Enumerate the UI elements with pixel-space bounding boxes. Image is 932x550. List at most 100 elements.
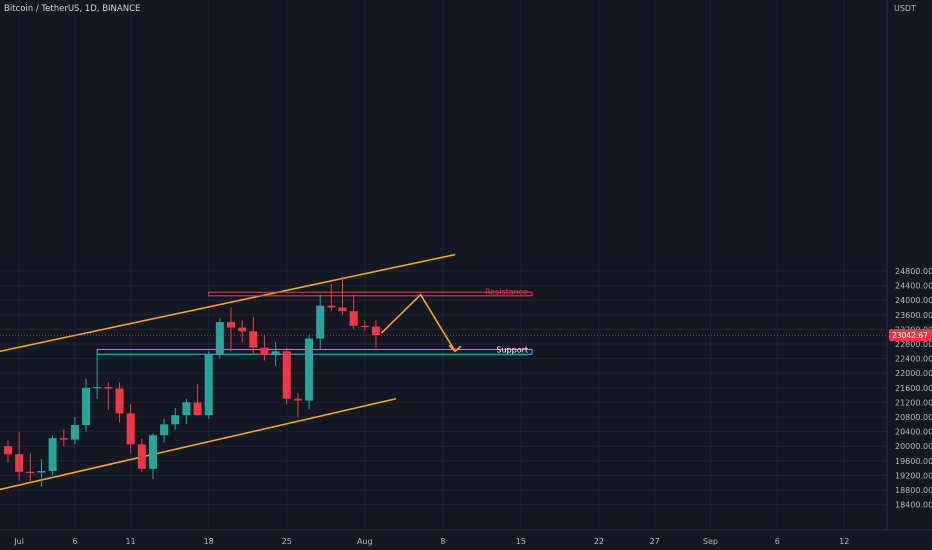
candle-body [37,471,46,473]
channel-lower-line[interactable] [0,397,397,498]
candle [227,307,235,352]
channel-upper-line[interactable] [0,253,456,359]
candle [137,438,146,472]
candle [171,407,180,430]
candle [349,294,358,330]
price-channel[interactable] [0,253,456,498]
candle-body [238,327,247,332]
candle [360,320,369,332]
candles [4,276,380,487]
projection-arrowhead [448,344,462,353]
price-tick-label: 21600.00 [895,384,932,393]
time-tick-label: 11 [126,537,136,546]
candle [305,334,314,410]
price-tick-label: 24800.00 [895,267,932,276]
candle [215,318,224,359]
price-tick-label: 24400.00 [895,282,932,291]
time-tick-label: 22 [594,537,604,546]
candle-body [215,322,224,355]
candle [26,453,35,483]
price-tick-label: 23600.00 [895,311,932,320]
candle [15,431,24,481]
support-zone[interactable] [96,348,533,355]
candle [82,378,91,432]
price-tick-label: 18800.00 [895,486,932,495]
support-resistance-zones[interactable]: Resistance Support [96,287,533,355]
candle [271,342,280,366]
time-tick-label: 8 [440,537,445,546]
candle-body [48,438,57,472]
candle [37,458,46,487]
candle-body [104,387,113,389]
last-price-label: 23042.67 [892,331,928,340]
candle [193,384,202,416]
time-axis[interactable]: Jul 6 11 18 25 Aug 8 15 22 27 Sep 6 12 [13,537,849,546]
candle [316,294,325,350]
candle-body [371,326,380,336]
candle [126,404,135,454]
candle [327,283,336,312]
candle [93,353,102,399]
candle-body [126,413,135,445]
currency-label: USDT [894,4,916,13]
price-tick-label: 19600.00 [895,457,932,466]
time-tick-label: 18 [204,537,214,546]
candle-body [193,402,202,416]
price-tick-label: 18400.00 [895,501,932,510]
candle-body [137,444,146,469]
projection-path[interactable] [380,293,462,353]
time-tick-label: Aug [357,537,373,546]
candle [182,398,191,425]
candle-body [204,354,213,416]
candle [282,347,291,405]
candle-body [227,322,235,328]
candle [70,417,79,445]
candle [59,429,68,447]
candle [104,382,113,410]
time-tick-label: Sep [703,537,718,546]
candle-body [349,311,358,326]
chart-title: Bitcoin / TetherUS, 1D, BINANCE [4,4,140,14]
time-tick-label: 15 [516,537,526,546]
candle-body [282,351,291,399]
candle-body [182,402,191,416]
candle-body [305,338,314,401]
last-price-badge: 23042.67 [889,329,932,342]
candle-body [93,387,102,389]
candle [293,393,302,417]
candle-body [260,347,269,355]
candle [238,320,247,343]
price-axis[interactable]: 18400.00 18800.00 19200.00 19600.00 20000.00… [895,267,932,510]
candle-body [4,446,12,455]
price-tick-label: 19200.00 [895,471,932,480]
price-tick-label: 21200.00 [895,398,932,407]
candle-body [171,415,180,425]
candle-body [271,351,280,355]
projection-line[interactable] [380,293,456,352]
candle-body [26,471,35,473]
time-tick-label: 6 [775,537,780,546]
time-tick-label: 12 [839,537,849,546]
candle [204,351,213,419]
time-tick-label: 27 [650,537,660,546]
price-tick-label: 22800.00 [895,340,932,349]
price-tick-label: 20400.00 [895,428,932,437]
candle-body [316,305,325,339]
price-tick-label: 20000.00 [895,442,932,451]
candle-body [160,424,169,436]
price-tick-label: 22000.00 [895,369,932,378]
candle [249,316,258,355]
candle [48,435,57,476]
candle-body [360,325,369,327]
candle [371,320,380,348]
candle-body [293,398,302,401]
candle-body [249,331,258,348]
candle [4,440,12,463]
price-tick-label: 20800.00 [895,413,932,422]
candle [148,433,157,480]
time-tick-label: 6 [72,537,77,546]
time-tick-label: 25 [282,537,292,546]
resistance-label: Resistance [485,287,528,296]
resistance-zone[interactable] [208,291,533,297]
